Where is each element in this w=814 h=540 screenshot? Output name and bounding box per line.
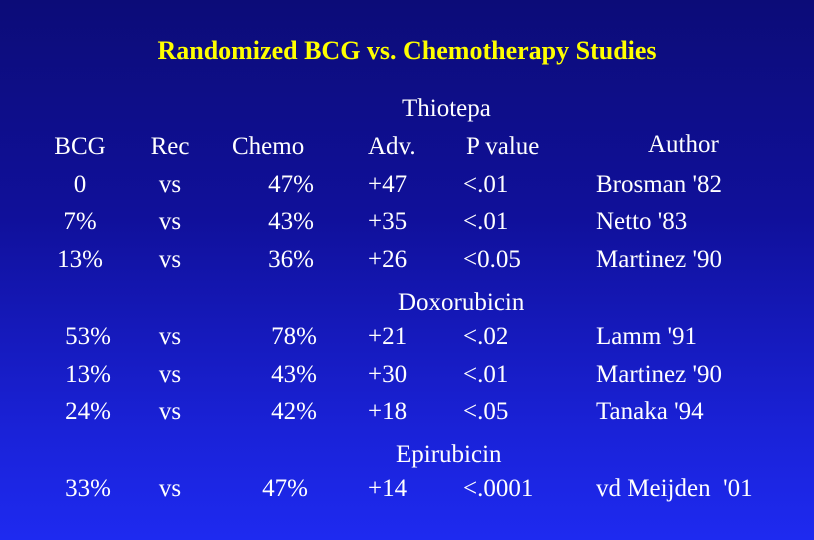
rec-value: vs	[158, 361, 182, 388]
drug-label: Epirubicin	[396, 441, 502, 468]
bcg-value: 53%	[65, 323, 111, 350]
header-rec: Rec	[150, 133, 190, 160]
adv-value: +26	[368, 246, 408, 273]
p-value: <.0001	[463, 475, 534, 502]
author-value: Martinez '90	[596, 246, 722, 273]
author-value: Tanaka '94	[596, 398, 704, 425]
rec-value: vs	[158, 171, 182, 198]
bcg-value: 7%	[63, 208, 97, 235]
rec-value: vs	[158, 475, 182, 502]
header-adv: Adv.	[368, 133, 416, 160]
adv-value: +21	[368, 323, 408, 350]
author-value: Martinez '90	[596, 361, 722, 388]
adv-value: +47	[368, 171, 408, 198]
header-pvalue: P value	[466, 133, 540, 160]
adv-value: +35	[368, 208, 408, 235]
chemo-value: 42%	[271, 398, 317, 425]
bcg-value: 0	[73, 171, 87, 198]
author-value: vd Meijden '01	[596, 475, 753, 502]
p-value: <0.05	[463, 246, 521, 273]
adv-value: +18	[368, 398, 408, 425]
slide-title: Randomized BCG vs. Chemotherapy Studies	[157, 36, 657, 65]
rec-value: vs	[158, 323, 182, 350]
adv-value: +14	[368, 475, 408, 502]
chemo-value: 43%	[271, 361, 317, 388]
drug-label: Doxorubicin	[398, 289, 525, 316]
rec-value: vs	[158, 398, 182, 425]
chemo-value: 47%	[268, 171, 314, 198]
p-value: <.01	[463, 171, 509, 198]
author-value: Netto '83	[596, 208, 688, 235]
chemo-value: 47%	[262, 475, 308, 502]
p-value: <.02	[463, 323, 509, 350]
chemo-value: 36%	[268, 246, 314, 273]
p-value: <.01	[463, 208, 509, 235]
header-bcg: BCG	[54, 133, 106, 160]
header-thiotepa: Thiotepa	[402, 95, 491, 122]
bcg-value: 13%	[57, 246, 103, 273]
bcg-value: 33%	[65, 475, 111, 502]
rec-value: vs	[158, 208, 182, 235]
chemo-value: 43%	[268, 208, 314, 235]
author-value: Brosman '82	[596, 171, 723, 198]
author-value: Lamm '91	[596, 323, 698, 350]
rec-value: vs	[158, 246, 182, 273]
bcg-value: 24%	[65, 398, 111, 425]
header-chemo: Chemo	[232, 133, 305, 160]
p-value: <.05	[463, 398, 509, 425]
header-author: Author	[648, 131, 719, 158]
chemo-value: 78%	[271, 323, 317, 350]
adv-value: +30	[368, 361, 408, 388]
bcg-value: 13%	[65, 361, 111, 388]
p-value: <.01	[463, 361, 509, 388]
